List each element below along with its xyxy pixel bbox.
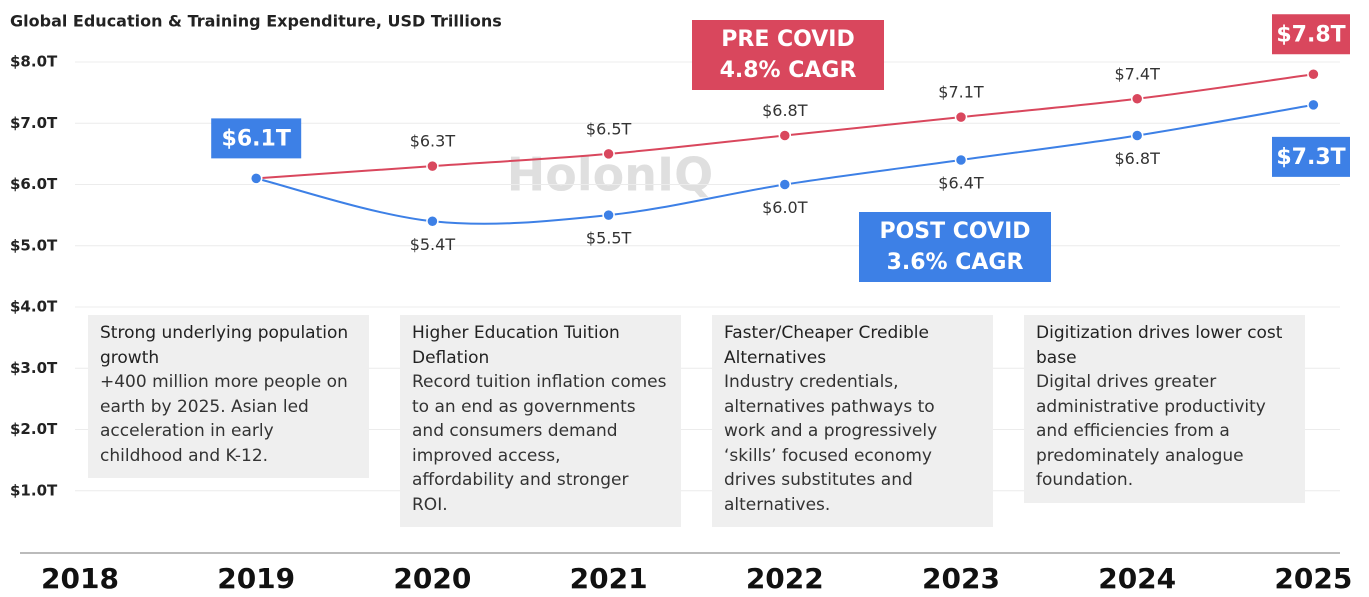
legend-label: PRE COVID <box>721 27 854 52</box>
data-point <box>602 147 615 161</box>
data-point <box>1307 68 1320 81</box>
annotation-box: Strong underlying population growth +400 … <box>88 315 369 478</box>
data-point <box>1307 98 1320 112</box>
cagr-box <box>859 212 1051 282</box>
y-tick-label: $8.0T <box>10 53 58 71</box>
cagr-box <box>692 20 884 90</box>
y-tick-label: $5.0T <box>10 236 58 254</box>
data-point <box>954 110 968 124</box>
y-tick-label: $2.0T <box>10 420 58 438</box>
annotation-box: Faster/Cheaper Credible Alternatives Indu… <box>712 315 993 527</box>
x-tick-label: 2018 <box>41 562 119 595</box>
x-tick-label: 2021 <box>570 562 648 595</box>
label-box <box>1272 136 1350 177</box>
value-label: $6.3T <box>410 132 456 151</box>
value-label: $6.8T <box>1114 149 1160 168</box>
data-point <box>426 215 439 228</box>
annotation-text: Digital drives greater administrative pr… <box>1036 372 1266 490</box>
value-label: $7.4T <box>1114 64 1160 83</box>
data-point <box>249 172 263 185</box>
y-tick-label: $3.0T <box>10 359 58 377</box>
y-tick-label: $6.0T <box>10 175 58 193</box>
data-point <box>1130 92 1144 105</box>
annotation-text: +400 million more people on earth by 202… <box>100 372 348 466</box>
chart-title: Global Education & Training Expenditure,… <box>10 12 502 31</box>
data-point <box>1130 129 1144 142</box>
cagr-label: 3.6% CAGR <box>887 250 1024 275</box>
legend-label: POST COVID <box>879 219 1030 244</box>
y-tick-label: $1.0T <box>10 481 58 499</box>
data-point <box>954 153 968 167</box>
value-label: $6.4T <box>938 174 984 193</box>
value-label: $6.1T <box>222 126 291 151</box>
value-label: $5.5T <box>586 229 632 248</box>
x-tick-label: 2019 <box>217 562 295 595</box>
x-tick-label: 2022 <box>746 562 824 595</box>
y-tick-label: $7.0T <box>10 114 58 132</box>
x-tick-label: 2025 <box>1274 562 1352 595</box>
x-tick-label: 2020 <box>393 562 471 595</box>
value-label: $6.8T <box>762 101 808 120</box>
annotation-text: Record tuition inflation comes to an end… <box>412 372 667 515</box>
y-tick-label: $4.0T <box>10 298 58 316</box>
annotation-heading: Higher Education Tuition Deflation <box>412 323 620 368</box>
value-label: $5.4T <box>410 235 456 254</box>
annotation-heading: Faster/Cheaper Credible Alternatives <box>724 323 929 368</box>
annotation-heading: Digitization drives lower cost base <box>1036 323 1283 368</box>
value-label: $6.0T <box>762 198 808 217</box>
data-point <box>426 159 439 173</box>
value-label: $7.1T <box>938 83 984 102</box>
value-label: $7.8T <box>1276 22 1345 47</box>
value-label: $7.3T <box>1276 145 1345 170</box>
cagr-label: 4.8% CAGR <box>720 58 857 83</box>
annotation-box: Digitization drives lower cost base Digit… <box>1024 315 1305 503</box>
annotation-text: Industry credentials, alternatives pathw… <box>724 372 938 515</box>
annotation-heading: Strong underlying population growth <box>100 323 349 368</box>
data-point <box>602 208 615 222</box>
label-box <box>1272 14 1350 55</box>
x-tick-label: 2023 <box>922 562 1000 595</box>
data-point <box>778 178 792 191</box>
label-box <box>211 118 302 159</box>
value-label: $6.5T <box>586 119 632 138</box>
data-point <box>778 129 792 142</box>
annotation-box: Higher Education Tuition Deflation Record… <box>400 315 681 527</box>
x-tick-label: 2024 <box>1098 562 1176 595</box>
